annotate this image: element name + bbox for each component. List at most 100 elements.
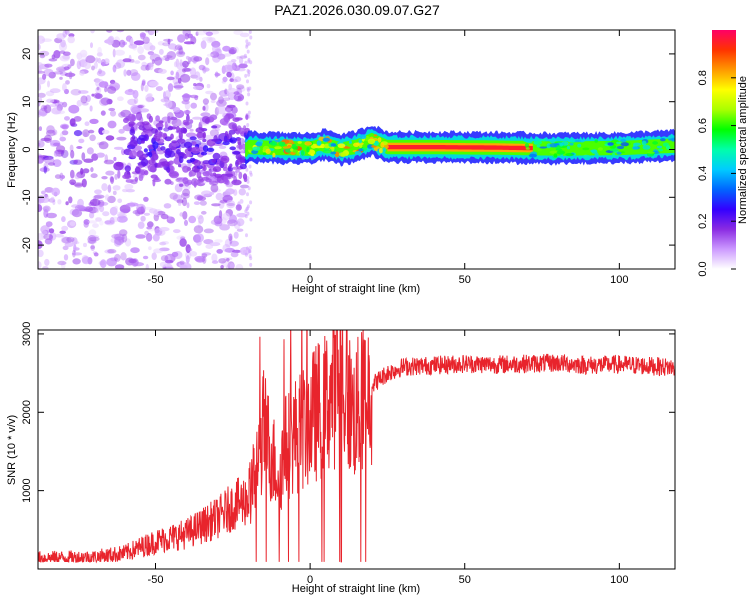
noise-blob	[176, 125, 180, 133]
noise-blob	[203, 228, 214, 234]
noise-blob	[221, 260, 231, 268]
noise-blob	[97, 57, 102, 64]
noise-blob	[100, 110, 106, 116]
noise-blob	[202, 131, 206, 139]
noise-blob	[204, 118, 210, 124]
noise-blob	[246, 79, 249, 84]
noise-blob	[202, 160, 211, 165]
noise-blob	[159, 227, 170, 232]
ridge-blob	[666, 145, 671, 150]
noise-blob	[90, 235, 100, 239]
ridge-blob	[306, 146, 310, 153]
ridge-blob	[536, 144, 541, 148]
noise-blob	[222, 212, 231, 221]
noise-blob	[179, 264, 188, 269]
noise-blob	[44, 258, 50, 266]
noise-blob	[173, 251, 183, 259]
noise-blob	[155, 86, 163, 92]
noise-blob	[155, 115, 161, 122]
ridge-blob	[589, 141, 596, 144]
noise-blob	[164, 136, 172, 142]
noise-blob	[219, 224, 231, 231]
ridge-blob	[300, 150, 305, 156]
noise-blob	[163, 203, 172, 209]
noise-blob	[60, 175, 66, 179]
noise-blob	[55, 110, 66, 115]
noise-blob	[201, 210, 207, 215]
noise-blob	[224, 238, 232, 248]
noise-blob	[218, 145, 227, 149]
noise-blob	[184, 33, 189, 40]
noise-blob	[210, 99, 216, 104]
noise-blob	[182, 211, 188, 220]
noise-blob	[107, 195, 116, 204]
noise-blob	[205, 31, 213, 36]
noise-blob	[194, 71, 201, 81]
noise-blob	[194, 255, 206, 262]
noise-blob	[134, 60, 141, 64]
ridge-blob	[633, 142, 641, 146]
noise-blob	[99, 205, 105, 213]
noise-blob	[137, 104, 144, 109]
noise-blob	[177, 51, 186, 55]
ridge-blob	[528, 153, 538, 158]
noise-blob	[233, 46, 239, 53]
ridge-blob	[559, 143, 564, 147]
ridge-blob	[553, 153, 558, 158]
noise-blob	[243, 177, 248, 183]
noise-blob	[125, 189, 135, 193]
noise-blob	[117, 169, 121, 179]
noise-blob	[62, 83, 67, 92]
noise-blob	[227, 219, 235, 225]
colorbar: 0.0 0.2 0.4 0.6 0.8 Normalized spectral ampl…	[697, 30, 749, 277]
noise-blob	[183, 141, 193, 149]
noise-blob	[83, 242, 87, 248]
noise-blob	[66, 236, 75, 243]
noise-blob	[123, 69, 127, 77]
ridge-blob	[566, 145, 571, 150]
noise-blob	[39, 54, 45, 59]
noise-blob	[164, 57, 170, 62]
y-tick-label: 1000	[21, 478, 33, 502]
noise-blob	[222, 244, 231, 253]
noise-blob	[109, 206, 118, 216]
noise-blob	[205, 178, 212, 183]
noise-blob	[236, 67, 246, 72]
noise-blob	[249, 35, 253, 40]
noise-blob	[112, 190, 117, 196]
noise-blob	[232, 78, 238, 83]
noise-blob	[50, 196, 55, 201]
noise-blob	[104, 194, 110, 201]
noise-blob	[211, 158, 217, 163]
noise-blob	[106, 30, 113, 33]
noise-blob	[56, 33, 66, 40]
noise-blob	[52, 129, 58, 136]
ridge-blob	[296, 152, 300, 156]
noise-blob	[116, 30, 125, 33]
noise-blob	[46, 125, 55, 134]
noise-blob	[190, 35, 196, 41]
noise-blob	[38, 83, 42, 91]
snr-x-axis-label: Height of straight line (km)	[292, 583, 420, 595]
noise-blob	[247, 92, 251, 97]
noise-blob	[135, 111, 143, 121]
ridge-blob	[358, 139, 362, 144]
noise-blob	[211, 138, 221, 142]
noise-blob	[147, 221, 154, 228]
noise-blob	[160, 255, 169, 262]
noise-blob	[60, 236, 70, 244]
noise-blob	[143, 148, 148, 153]
noise-blob	[247, 72, 251, 77]
x-tick-label: 50	[459, 574, 471, 586]
noise-blob	[52, 71, 64, 75]
noise-blob	[223, 53, 232, 57]
noise-blob	[99, 220, 104, 226]
noise-blob	[216, 249, 223, 254]
noise-blob	[196, 30, 207, 36]
noise-blob	[124, 183, 134, 190]
noise-blob	[40, 230, 48, 239]
noise-blob	[202, 98, 209, 105]
ridge-blob	[549, 143, 558, 148]
noise-blob	[60, 261, 66, 269]
ridge-blob	[542, 138, 546, 142]
